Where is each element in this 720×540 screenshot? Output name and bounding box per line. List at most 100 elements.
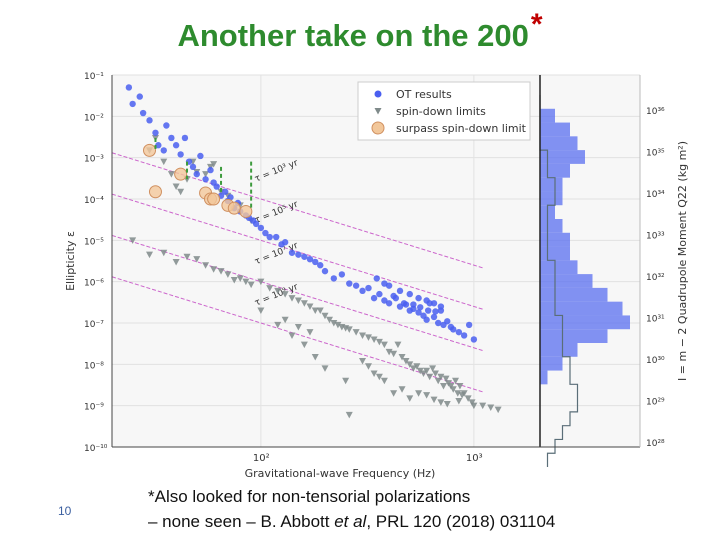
histogram-bar-ot: [540, 150, 585, 164]
ot-point: [312, 258, 319, 266]
spindown-point: [160, 158, 168, 166]
ot-point: [415, 309, 422, 316]
spindown-point: [342, 377, 350, 385]
histogram-bar-ot: [540, 356, 563, 371]
spindown-point: [375, 338, 383, 346]
spindown-point: [321, 365, 329, 372]
spindown-point: [247, 281, 255, 289]
spindown-point: [380, 341, 388, 349]
legend-label: spin-down limits: [396, 105, 486, 118]
ot-point: [193, 170, 200, 178]
y2-tick-label: 10³⁵: [646, 149, 665, 159]
ot-point: [207, 166, 214, 174]
ot-point: [222, 188, 229, 195]
ot-point: [152, 129, 159, 136]
spindown-point: [468, 399, 476, 406]
legend: OT results spin-down limits surpass spin-d…: [357, 81, 531, 141]
spindown-point: [479, 402, 487, 410]
spindown-point: [257, 307, 265, 315]
spindown-point: [146, 251, 154, 259]
y-tick-label: 10⁻¹: [84, 72, 104, 82]
spindown-point: [398, 386, 406, 393]
spindown-point: [311, 307, 319, 315]
spindown-point: [294, 297, 302, 305]
footnote-line-2c: , PRL 120 (2018) 031104: [366, 512, 556, 531]
spindown-point: [419, 370, 427, 378]
ot-point: [129, 100, 136, 108]
ot-point: [392, 294, 400, 302]
spindown-point: [415, 390, 423, 397]
spindown-point: [129, 237, 137, 244]
spindown-point: [431, 370, 439, 378]
spindown-point: [455, 397, 463, 405]
histogram-bar-ot: [540, 301, 623, 316]
footnote-line-1: *Also looked for non-tensorial polarizat…: [148, 487, 471, 506]
spindown-point: [487, 404, 495, 412]
ot-point: [139, 109, 147, 117]
spindown-point: [306, 303, 314, 311]
spindown-point: [274, 321, 282, 329]
spindown-point: [394, 341, 402, 349]
histogram-bar-ot: [540, 315, 630, 330]
spindown-point: [172, 258, 180, 266]
ot-point: [430, 313, 438, 321]
spindown-point: [326, 316, 334, 324]
spindown-point: [210, 161, 218, 168]
spindown-point: [437, 373, 445, 381]
legend-label: surpass spin-down limit: [396, 122, 527, 135]
ot-point: [202, 176, 209, 183]
guide-line: [111, 152, 483, 269]
ot-point: [400, 300, 408, 307]
ellipticity-chart: τ = 10³ yrτ = 10⁵ yrτ = 10⁷ yrτ = 10⁹ yr…: [64, 72, 689, 480]
dashed-arrows: [154, 137, 253, 209]
surpass-point: [143, 143, 157, 157]
page-number: 10: [58, 504, 72, 518]
histogram-bar-ot: [540, 136, 578, 151]
spindown-point: [316, 307, 324, 315]
y-tick-label: 10⁻⁵: [84, 237, 104, 247]
spindown-point: [443, 400, 451, 408]
y2-tick-label: 10³³: [646, 232, 665, 242]
ot-point: [359, 287, 366, 295]
histogram-bar-ot: [540, 260, 578, 275]
legend-label: OT results: [396, 88, 452, 101]
legend-marker-spindown: [374, 108, 382, 115]
histogram-bar-ot: [540, 163, 570, 178]
ot-point: [317, 262, 324, 269]
y2-tick-label: 10²⁸: [646, 439, 665, 449]
ot-point: [181, 134, 189, 142]
ot-point: [163, 122, 170, 129]
ot-point: [370, 294, 378, 302]
spindown-point: [359, 358, 367, 365]
y-tick-label: 10⁻⁶: [84, 279, 104, 289]
spindown-point: [177, 188, 185, 196]
spindown-point: [167, 171, 175, 178]
ot-point: [306, 255, 314, 263]
spindown-point: [449, 386, 457, 393]
footnote-line-2: – none seen – B. Abbott et al, PRL 120 (…: [148, 509, 555, 534]
y2-tick-label: 10³⁰: [646, 356, 665, 366]
spindown-point: [359, 332, 367, 339]
legend-box: [357, 81, 531, 141]
spindown-point: [416, 367, 424, 375]
spindown-point: [423, 367, 431, 375]
ot-point: [252, 220, 260, 228]
histogram-bar-ot: [540, 246, 570, 261]
x-axis-label: Gravitational-wave Frequency (Hz): [245, 467, 436, 480]
spindown-point: [494, 406, 502, 414]
ot-point: [430, 300, 438, 307]
spindown-point: [398, 354, 406, 361]
spindown-point: [311, 354, 319, 361]
spindown-point: [390, 390, 398, 397]
histograms: [539, 75, 630, 467]
y2-axis-label: I = m − 2 Quadrupole Moment Q22 (kg m²): [676, 141, 689, 381]
ot-point: [213, 183, 220, 190]
spindown-point: [439, 382, 447, 390]
ot-point: [410, 301, 417, 308]
spindown-point: [281, 291, 289, 298]
surpass-point: [174, 167, 188, 181]
histogram-bar-ot: [540, 329, 608, 343]
spindown-point: [464, 395, 472, 402]
spindown-point: [447, 382, 455, 390]
ot-point: [423, 297, 430, 304]
